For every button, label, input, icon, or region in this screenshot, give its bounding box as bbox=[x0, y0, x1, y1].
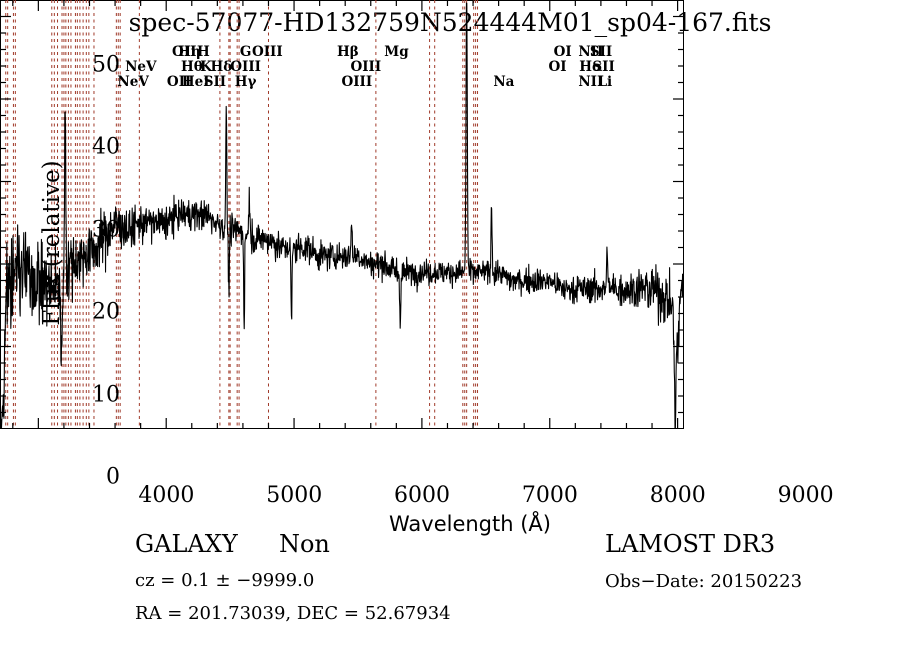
spectral-line-label: OI bbox=[553, 44, 572, 60]
spectral-line-label: Hβ bbox=[337, 44, 359, 60]
x-tick-label: 9000 bbox=[777, 483, 834, 508]
spectral-line-label: NeV bbox=[117, 74, 149, 90]
object-subclass-value: Non bbox=[278, 530, 330, 558]
y-tick-label: 20 bbox=[92, 299, 120, 325]
y-tick-label: 10 bbox=[92, 382, 120, 407]
y-tick-label: 30 bbox=[92, 217, 120, 242]
metadata-block: GALAXY Non LAMOST DR3 cz = 0.1 ± −9999.0… bbox=[0, 530, 900, 640]
x-tick-label: 4000 bbox=[138, 483, 195, 508]
object-class-value: GALAXY bbox=[135, 530, 238, 558]
spectral-line-label: NII bbox=[578, 44, 604, 60]
survey-name: LAMOST DR3 bbox=[605, 530, 776, 558]
spectral-line-label: NII bbox=[578, 74, 604, 90]
spectral-line-label: Hθ bbox=[181, 59, 203, 75]
x-axis-title: Wavelength (Å) bbox=[388, 512, 551, 536]
spectral-line-label: HeI bbox=[181, 74, 210, 90]
spectrum-plot-svg bbox=[0, 0, 684, 429]
spectral-line-label: SII bbox=[589, 44, 613, 60]
spectral-line-label: OII bbox=[172, 44, 197, 60]
spectral-line-markers bbox=[5, 0, 479, 429]
spectral-line-label: OIII bbox=[251, 44, 283, 60]
spectral-line-label: Hγ bbox=[234, 74, 257, 90]
y-tick-label: 0 bbox=[106, 464, 120, 490]
page-title: spec-57077-HD132759N524444M01_sp04-167.f… bbox=[128, 8, 772, 37]
y-axis-title: Flux (relative) bbox=[39, 160, 65, 326]
spectral-line-label: H bbox=[197, 44, 210, 60]
spectral-line-label: Na bbox=[493, 74, 515, 90]
spectral-line-label: NeV bbox=[125, 59, 157, 75]
y-axis-tick-labels: 0 10 20 30 40 50 bbox=[56, 48, 120, 490]
y-tick-label: 40 bbox=[92, 134, 120, 160]
spectral-line-label: Mg bbox=[384, 44, 409, 60]
spectral-line-label: Hη bbox=[178, 44, 201, 60]
x-tick-label: 8000 bbox=[649, 483, 706, 508]
spectral-line-label: G bbox=[239, 44, 252, 60]
object-class: GALAXY Non bbox=[135, 530, 330, 558]
spectral-line-label: K bbox=[200, 59, 212, 75]
obs-date-info: Obs−Date: 20150223 bbox=[605, 571, 803, 592]
spectral-line-labels: NeV NeV OII Hη OII HeI Hθ H K SII Hδ G OIII Hγ OIII Hβ O… bbox=[117, 44, 812, 92]
spectral-line-label: OI bbox=[548, 59, 567, 75]
spectral-line-label: OIII bbox=[350, 59, 382, 75]
spectral-line-label: Hα bbox=[579, 59, 603, 75]
spectral-line-label: Hδ bbox=[210, 59, 233, 75]
spectral-line-label: Li bbox=[597, 74, 613, 90]
spectral-line-label: SII bbox=[592, 59, 615, 75]
coordinates-info: RA = 201.73039, DEC = 52.67934 bbox=[135, 603, 451, 624]
spectral-line-label: OIII bbox=[341, 74, 373, 90]
axis-ticks bbox=[0, 0, 684, 429]
spectral-line-label: SII bbox=[203, 74, 227, 90]
spectral-line-label: OII bbox=[166, 74, 192, 90]
plot-area bbox=[0, 0, 684, 429]
x-axis-tick-labels: 4000 5000 6000 7000 8000 9000 bbox=[128, 483, 833, 513]
x-tick-label: 7000 bbox=[521, 483, 578, 508]
spectral-line-label: OIII bbox=[230, 59, 261, 75]
spectrum-trace bbox=[0, 2, 684, 429]
y-tick-label: 50 bbox=[92, 52, 120, 77]
redshift-info: cz = 0.1 ± −9999.0 bbox=[135, 570, 315, 591]
x-tick-label: 5000 bbox=[266, 483, 323, 508]
x-tick-label: 6000 bbox=[394, 483, 451, 508]
